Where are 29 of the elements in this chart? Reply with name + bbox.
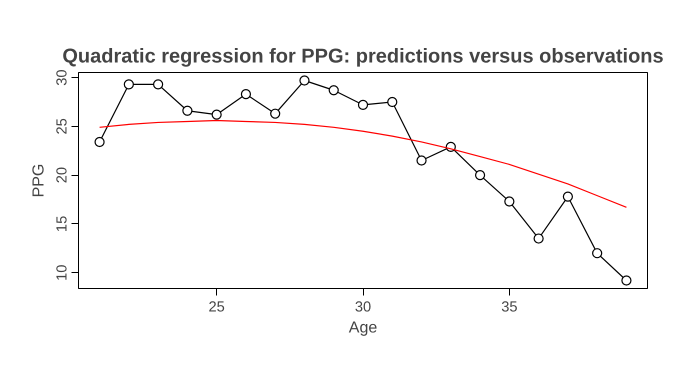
point [358, 100, 368, 110]
x-tick-label: 35 [501, 300, 518, 316]
point [416, 155, 427, 166]
x-tick-label: 25 [208, 300, 225, 316]
y-tick-label: 25 [54, 118, 70, 135]
point [212, 110, 222, 120]
point [621, 275, 632, 286]
point [562, 192, 573, 202]
point [504, 196, 514, 207]
point [534, 233, 544, 244]
point [270, 108, 280, 119]
y-tick-label: 30 [54, 69, 70, 86]
y-tick-label: 10 [54, 264, 70, 281]
point [94, 136, 105, 148]
point [124, 79, 134, 90]
point [387, 96, 398, 108]
y-axis-title: PPG [30, 164, 48, 198]
point [592, 248, 602, 258]
point [299, 75, 310, 86]
point [474, 170, 486, 180]
y-tick-label: 15 [54, 216, 70, 232]
chart-title: Quadratic regression for PPG: predictions versus observations [62, 46, 664, 68]
x-axis-title: Age [348, 320, 378, 336]
x-tick-label: 30 [354, 300, 372, 316]
point [182, 106, 192, 116]
point [240, 89, 252, 100]
point [328, 85, 339, 96]
point [153, 79, 164, 90]
y-tick-label: 20 [54, 166, 70, 184]
